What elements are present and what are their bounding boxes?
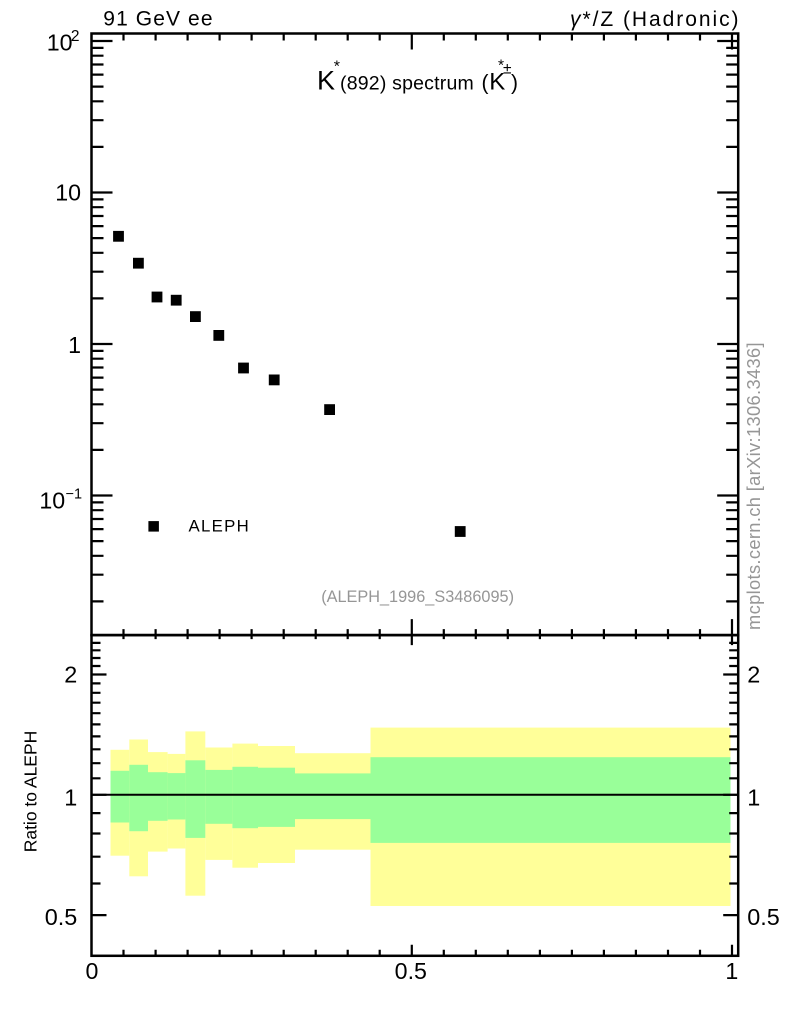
svg-text:0.5: 0.5	[747, 904, 780, 930]
svg-text:K: K	[317, 66, 335, 96]
svg-text:1: 1	[68, 332, 81, 358]
svg-text:γ*/Z (Hadronic): γ*/Z (Hadronic)	[570, 8, 740, 31]
svg-text:91 GeV ee: 91 GeV ee	[103, 7, 213, 30]
svg-text:±: ±	[503, 61, 512, 78]
svg-text:*: *	[498, 58, 504, 75]
svg-text:mcplots.cern.ch [arXiv:1306.34: mcplots.cern.ch [arXiv:1306.3436]	[743, 342, 764, 630]
svg-text:K: K	[489, 69, 505, 96]
svg-text:ALEPH: ALEPH	[189, 516, 251, 535]
svg-text:−1: −1	[66, 487, 83, 503]
svg-text:1: 1	[64, 784, 77, 810]
svg-text:Ratio to ALEPH: Ratio to ALEPH	[21, 731, 41, 853]
svg-text:10: 10	[55, 180, 81, 206]
svg-text:0.5: 0.5	[395, 958, 427, 984]
svg-text:*: *	[334, 59, 340, 76]
svg-text:(: (	[482, 72, 489, 95]
svg-text:(ALEPH_1996_S3486095): (ALEPH_1996_S3486095)	[321, 588, 514, 606]
svg-text:1: 1	[725, 958, 738, 984]
svg-text:0.5: 0.5	[45, 904, 78, 930]
svg-text:2: 2	[747, 662, 760, 688]
svg-text:2: 2	[64, 662, 77, 688]
svg-text:10: 10	[39, 488, 65, 514]
svg-text:2: 2	[71, 28, 80, 45]
svg-text:1: 1	[747, 784, 760, 810]
svg-text:0: 0	[86, 958, 99, 984]
svg-text:): )	[511, 72, 518, 95]
svg-text:(892) spectrum: (892) spectrum	[340, 73, 474, 95]
svg-text:10: 10	[47, 29, 73, 55]
